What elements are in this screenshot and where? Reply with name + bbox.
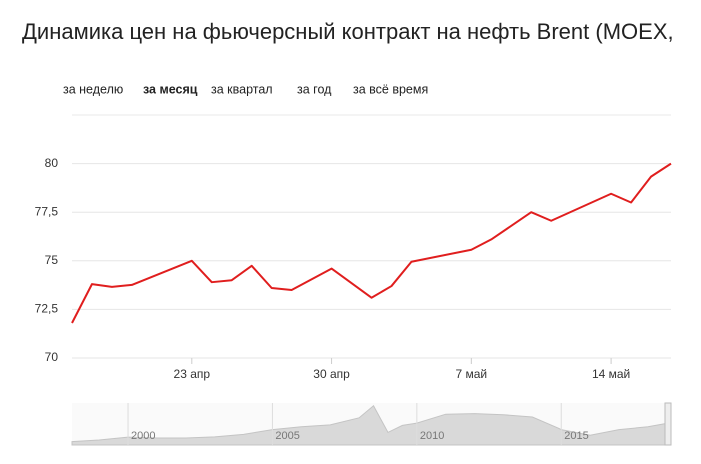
navigator-tick-label: 2010	[420, 430, 444, 442]
navigator-tick-label: 2015	[564, 430, 588, 442]
y-tick-label: 72,5	[35, 302, 59, 316]
x-tick-label: 7 май	[456, 367, 488, 381]
navigator-area	[71, 405, 672, 446]
y-tick-label: 75	[45, 253, 59, 267]
y-tick-label: 80	[45, 156, 59, 170]
x-tick-label: 14 май	[592, 367, 630, 381]
line	[71, 162, 672, 324]
navigator-tick-label: 2005	[275, 430, 299, 442]
tab[interactable]: за месяц	[143, 82, 198, 96]
tabs: за неделю за месяц за квартал за год за всё …	[63, 82, 428, 96]
tab[interactable]: за квартал	[211, 82, 273, 96]
chart-title: Динамика цен на фьючерсный контракт на н…	[22, 19, 674, 44]
x-tick-label: 30 апр	[313, 367, 350, 381]
y-tick-label: 77,5	[35, 204, 59, 218]
navigator-tick-label: 2000	[131, 430, 155, 442]
y-tick-label: 70	[45, 350, 59, 364]
navigator-handle[interactable]	[664, 402, 672, 446]
x-tick-label: 23 апр	[174, 367, 211, 381]
tab[interactable]: за всё время	[353, 82, 428, 96]
tab[interactable]: за неделю	[63, 82, 123, 96]
tab[interactable]: за год	[297, 82, 332, 96]
